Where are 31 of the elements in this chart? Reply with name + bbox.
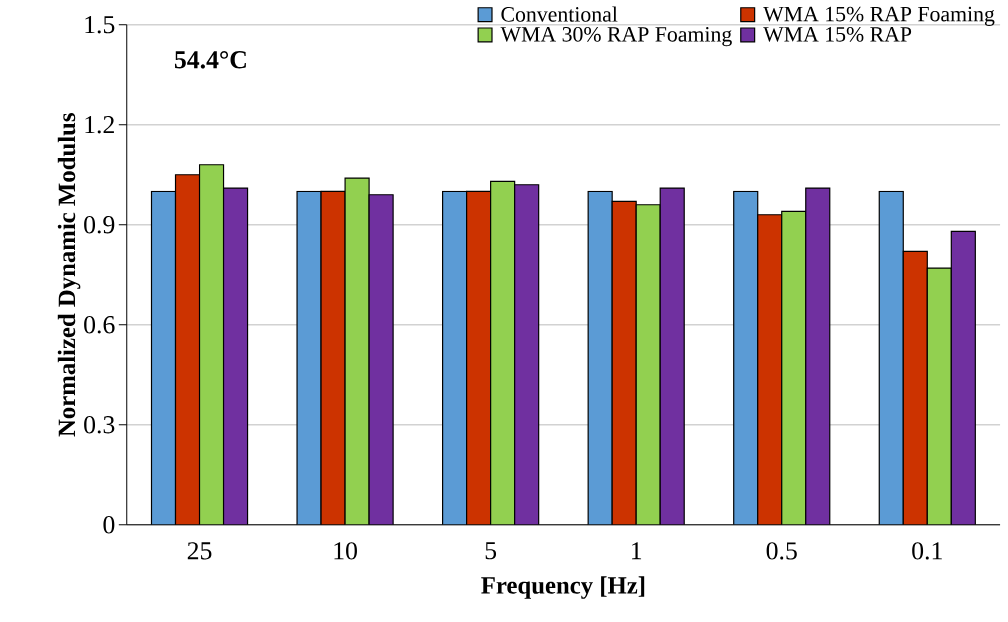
x-tick-label: 1 bbox=[632, 542, 642, 560]
bar bbox=[442, 191, 467, 525]
bar bbox=[321, 191, 346, 525]
x-tick-label: 0.1 bbox=[912, 542, 942, 560]
x-tick-label: 10 bbox=[334, 542, 357, 560]
annotation: 54.4°C bbox=[174, 51, 246, 69]
y-tick-label: 0.6 bbox=[84, 316, 115, 334]
x-tick-label: 5 bbox=[485, 542, 497, 560]
x-tick-label: 0.5 bbox=[766, 542, 797, 560]
y-tick-label: 0.9 bbox=[84, 216, 115, 234]
legend-label: WMA 15% RAP bbox=[763, 27, 912, 42]
bar bbox=[733, 191, 758, 525]
bar bbox=[902, 250, 928, 525]
y-tick-label: 0 bbox=[103, 516, 115, 534]
x-tick-label: 25 bbox=[187, 542, 212, 560]
y-axis-title: Normalized Dynamic Modulus bbox=[57, 113, 81, 437]
bar bbox=[757, 214, 782, 525]
y-tick-label: 1.2 bbox=[85, 116, 114, 134]
x-axis-title: Frequency [Hz] bbox=[481, 576, 645, 599]
y-tick-label: 0.3 bbox=[84, 416, 115, 434]
legend-label: WMA 15% RAP Foaming bbox=[763, 6, 995, 26]
bar bbox=[466, 191, 491, 525]
bar bbox=[878, 190, 904, 525]
legend-label: WMA 30% RAP Foaming bbox=[500, 27, 732, 47]
bar bbox=[151, 191, 176, 525]
bar bbox=[175, 174, 200, 525]
legend-label: Conventional bbox=[501, 6, 618, 22]
bar bbox=[297, 191, 322, 525]
y-tick-label: 1.5 bbox=[85, 16, 115, 34]
bar bbox=[612, 201, 637, 525]
bar bbox=[588, 191, 613, 525]
